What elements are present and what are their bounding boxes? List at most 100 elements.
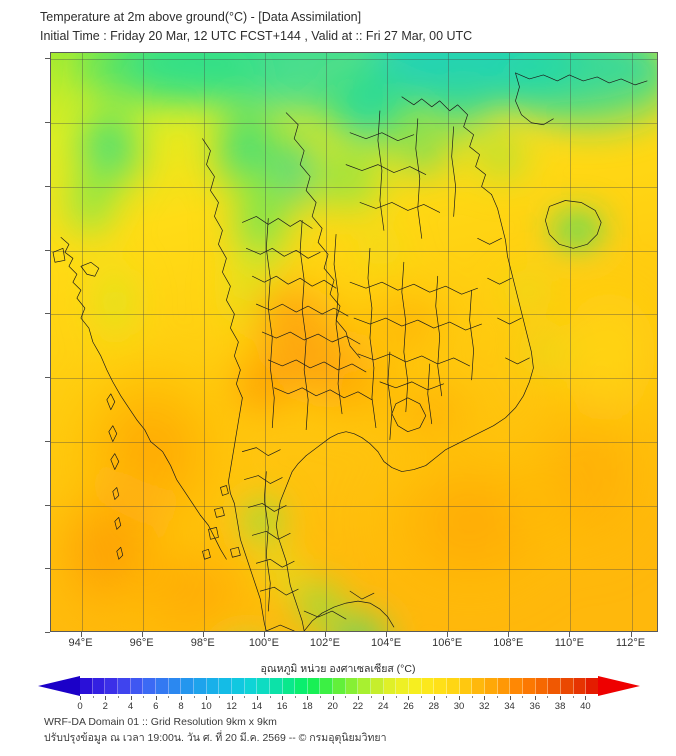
x-axis-tick-mark xyxy=(80,632,82,637)
colorbar-tick-label: 24 xyxy=(377,701,389,712)
y-axis-tick-mark xyxy=(45,249,50,251)
colorbar-band xyxy=(434,678,448,694)
colorbar-tick-label: 10 xyxy=(201,701,212,712)
footer-credit-line: ปรับปรุงข้อมูล ณ เวลา 19:00น. วัน ศ. ที่… xyxy=(44,732,387,744)
colorbar[interactable] xyxy=(38,676,640,696)
colorbar-band xyxy=(320,678,334,694)
x-axis-tick-mark xyxy=(202,632,204,637)
colorbar-band xyxy=(396,678,410,694)
colorbar-over-arrow xyxy=(598,676,640,696)
colorbar-band xyxy=(535,678,549,694)
colorbar-minor-tick xyxy=(522,696,524,698)
colorbar-band xyxy=(333,678,346,694)
colorbar-tick-label: 0 xyxy=(77,701,83,712)
colorbar-band xyxy=(485,678,498,694)
colorbar-minor-tick xyxy=(294,696,296,698)
colorbar-major-tick xyxy=(256,696,258,700)
colorbar-tick-label: 6 xyxy=(153,701,159,712)
colorbar-major-tick xyxy=(408,696,410,700)
colorbar-major-tick xyxy=(433,696,435,700)
colorbar-band xyxy=(421,678,435,694)
colorbar-minor-tick xyxy=(168,696,170,698)
colorbar-band xyxy=(181,678,194,694)
colorbar-major-tick xyxy=(357,696,359,700)
colorbar-under-arrow xyxy=(38,676,80,696)
colorbar-band xyxy=(92,678,106,694)
y-axis-tick-mark xyxy=(45,440,50,442)
x-axis-tick-label: 94°E xyxy=(68,637,93,649)
page-title: Temperature at 2m above ground(°C) - [Da… xyxy=(40,10,362,24)
x-axis-tick-mark xyxy=(569,632,571,637)
colorbar-minor-tick xyxy=(92,696,94,698)
x-axis-tick-mark xyxy=(263,632,265,637)
chart-subtitle: Initial Time : Friday 20 Mar, 12 UTC FCS… xyxy=(40,29,473,43)
colorbar-minor-tick xyxy=(193,696,195,698)
colorbar-band xyxy=(371,678,384,694)
colorbar-band xyxy=(447,678,460,694)
colorbar-tick-label: 12 xyxy=(226,701,237,712)
colorbar-ticks: 0 2 4 6 8 10 12 14 16 18 20 22 24 26 28 30 32 34 36 38 40 xyxy=(38,696,640,716)
colorbar-tick-label: 4 xyxy=(127,701,134,712)
y-axis-tick-mark xyxy=(45,58,50,60)
colorbar-major-tick xyxy=(231,696,233,700)
colorbar-band xyxy=(257,678,270,694)
colorbar-minor-tick xyxy=(269,696,271,698)
colorbar-band xyxy=(282,678,296,694)
colorbar-tick-label: 28 xyxy=(428,701,440,712)
x-axis-tick-label: 108°E xyxy=(493,637,524,649)
colorbar-major-tick xyxy=(307,696,309,700)
y-axis-tick-mark xyxy=(45,377,50,379)
colorbar-major-tick xyxy=(155,696,157,700)
y-axis-tick-mark xyxy=(45,185,50,187)
colorbar-major-tick xyxy=(534,696,536,700)
colorbar-band xyxy=(586,678,598,694)
colorbar-minor-tick xyxy=(421,696,423,698)
colorbar-minor-tick xyxy=(117,696,119,698)
colorbar-title: อุณหภูมิ หน่วย องศาเซลเซียส (°C) xyxy=(260,663,416,675)
x-axis-tick-label: 100°E xyxy=(248,637,279,649)
colorbar-band xyxy=(345,678,359,694)
colorbar-minor-tick xyxy=(345,696,347,698)
chart-title-block: Temperature at 2m above ground(°C) - [Da… xyxy=(40,8,640,46)
colorbar-band xyxy=(105,678,118,694)
colorbar-band xyxy=(219,678,232,694)
colorbar-band xyxy=(295,678,308,694)
x-axis-tick-label: 106°E xyxy=(432,637,463,649)
colorbar-tick-label: 16 xyxy=(276,701,288,712)
colorbar-major-tick xyxy=(560,696,562,700)
x-axis-tick-mark xyxy=(141,632,143,637)
colorbar-tick-label: 22 xyxy=(352,701,364,712)
y-axis-tick-mark xyxy=(45,568,50,570)
colorbar-minor-tick xyxy=(143,696,145,698)
colorbar-tick-label: 32 xyxy=(478,701,490,712)
x-axis-tick-label: 112°E xyxy=(615,637,646,649)
colorbar-band xyxy=(143,678,156,694)
colorbar-band xyxy=(155,678,169,694)
colorbar-major-tick xyxy=(282,696,284,700)
colorbar-band xyxy=(383,678,397,694)
colorbar-band xyxy=(269,678,283,694)
colorbar-band xyxy=(510,678,523,694)
y-axis-tick-mark xyxy=(45,632,50,633)
colorbar-tick-label: 8 xyxy=(178,701,184,712)
colorbar-band xyxy=(244,678,258,694)
temperature-raster xyxy=(51,53,657,631)
colorbar-band xyxy=(497,678,511,694)
colorbar-major-tick xyxy=(181,696,183,700)
x-axis-tick-label: 98°E xyxy=(190,637,215,649)
y-axis-tick-mark xyxy=(45,313,50,315)
colorbar-band xyxy=(206,678,220,694)
colorbar-tick-label: 26 xyxy=(403,701,414,712)
map-plot-area[interactable] xyxy=(50,52,658,632)
colorbar-minor-tick xyxy=(395,696,397,698)
x-axis-tick-label: 96°E xyxy=(129,637,154,649)
colorbar-tick-label: 18 xyxy=(302,701,313,712)
colorbar-major-tick xyxy=(484,696,486,700)
colorbar-major-tick xyxy=(509,696,511,700)
colorbar-minor-tick xyxy=(496,696,498,698)
colorbar-minor-tick xyxy=(471,696,473,698)
colorbar-tick-label: 30 xyxy=(453,701,465,712)
colorbar-tick-label: 2 xyxy=(102,701,108,712)
x-axis-tick-mark xyxy=(324,632,326,637)
